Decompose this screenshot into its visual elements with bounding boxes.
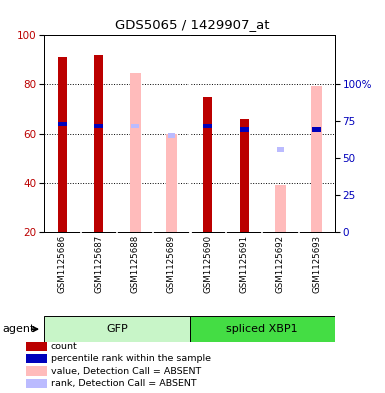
Text: value, Detection Call = ABSENT: value, Detection Call = ABSENT [51,367,201,376]
Bar [94,123,103,128]
Bar [239,127,249,132]
Bar [94,55,103,232]
Bar [58,57,67,232]
Text: rank, Detection Call = ABSENT: rank, Detection Call = ABSENT [51,379,196,388]
Text: GSM1125691: GSM1125691 [239,235,249,294]
Text: GSM1125687: GSM1125687 [94,235,103,294]
Bar [277,147,284,152]
Bar [190,316,335,342]
Bar [130,73,141,232]
Bar [44,316,190,342]
Bar [311,86,322,232]
Bar [313,127,320,132]
Text: GSM1125688: GSM1125688 [131,235,140,294]
Bar [168,133,175,138]
Bar [58,121,67,126]
Text: GSM1125692: GSM1125692 [276,235,285,294]
Bar [27,366,47,376]
Text: GSM1125689: GSM1125689 [167,235,176,294]
Bar [166,134,177,232]
Bar [27,379,47,388]
Bar [203,97,212,232]
Text: GSM1125690: GSM1125690 [203,235,212,294]
Text: count: count [51,342,77,351]
Bar [27,342,47,351]
Text: spliced XBP1: spliced XBP1 [226,324,298,334]
Text: GSM1125693: GSM1125693 [312,235,321,294]
Bar [312,127,321,132]
Text: GFP: GFP [106,324,128,334]
Text: GDS5065 / 1429907_at: GDS5065 / 1429907_at [115,18,270,31]
Bar [132,123,139,128]
Bar [203,123,212,128]
Bar [275,185,286,232]
Bar [27,354,47,364]
Bar [239,119,249,232]
Text: percentile rank within the sample: percentile rank within the sample [51,354,211,363]
Text: GSM1125686: GSM1125686 [58,235,67,294]
Text: agent: agent [2,324,34,334]
